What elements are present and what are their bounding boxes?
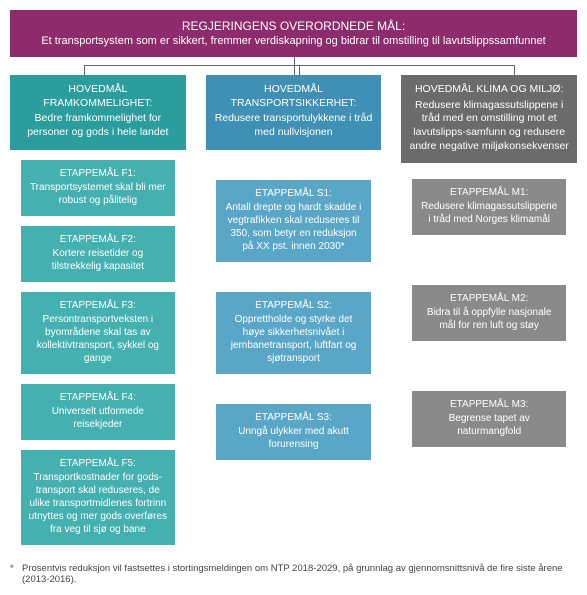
- footnote-text: Prosentvis reduksjon vil fastsettes i st…: [22, 563, 577, 585]
- main-goal-f-text: Bedre framkommelighet for personer og go…: [27, 112, 168, 138]
- etappe-s1-text: Antall drepte og hardt skadde i vegtrafi…: [226, 202, 362, 252]
- etappe-s1-title: ETAPPEMÅL S1:: [224, 187, 363, 200]
- etappe-f1: ETAPPEMÅL F1: Transportsystemet skal bli…: [21, 160, 176, 216]
- top-banner: REGJERINGENS OVERORDNEDE MÅL: Et transpo…: [10, 10, 577, 57]
- connector-mid: [299, 66, 300, 76]
- etappe-f5-title: ETAPPEMÅL F5:: [29, 457, 168, 470]
- etappe-f2-title: ETAPPEMÅL F2:: [29, 233, 168, 246]
- column-klima-miljo: HOVEDMÅL KLIMA OG MILJØ: Redusere klimag…: [401, 75, 577, 555]
- top-title: REGJERINGENS OVERORDNEDE MÅL:: [24, 18, 563, 34]
- etappe-s3-text: Unngå ulykker med akutt forurensing: [238, 426, 349, 450]
- etappe-f1-title: ETAPPEMÅL F1:: [29, 167, 168, 180]
- etappe-m2-title: ETAPPEMÅL M2:: [420, 292, 559, 305]
- footnote: * Prosentvis reduksjon vil fastsettes i …: [10, 563, 577, 585]
- connector-root: [294, 57, 295, 75]
- column-transportsikkerhet: HOVEDMÅL TRANSPORTSIKKERHET: Redusere tr…: [206, 75, 382, 555]
- main-goal-s-text: Redusere transportulykkene i tråd med nu…: [215, 112, 373, 138]
- main-goal-s-title: HOVEDMÅL TRANSPORTSIKKERHET:: [214, 83, 374, 110]
- etappe-m3: ETAPPEMÅL M3: Begrense tapet av naturman…: [412, 391, 567, 447]
- etappe-f1-text: Transportsystemet skal bli mer robust og…: [30, 182, 166, 206]
- etappe-s1: ETAPPEMÅL S1: Antall drepte og hardt ska…: [216, 180, 371, 262]
- etappe-f2: ETAPPEMÅL F2: Kortere reisetider og tils…: [21, 226, 176, 282]
- etappe-f4-title: ETAPPEMÅL F4:: [29, 391, 168, 404]
- main-goal-m: HOVEDMÅL KLIMA OG MILJØ: Redusere klimag…: [401, 75, 577, 163]
- etappe-m1: ETAPPEMÅL M1: Redusere klimagassutslippe…: [412, 179, 567, 235]
- etappe-f3: ETAPPEMÅL F3: Persontransportveksten i b…: [21, 292, 176, 374]
- etappe-m3-text: Begrense tapet av naturmangfold: [449, 413, 530, 437]
- footnote-marker: *: [10, 563, 22, 585]
- main-goal-f: HOVEDMÅL FRAMKOMMELIGHET: Bedre framkomm…: [10, 75, 186, 150]
- etappe-m1-title: ETAPPEMÅL M1:: [420, 186, 559, 199]
- etappe-m2-text: Bidra til å oppfylle nasjonale mål for r…: [427, 307, 552, 331]
- etappe-m1-text: Redusere klimagassutslippene i tråd med …: [421, 201, 557, 225]
- etappe-f4-text: Universelt utformede reisekjeder: [52, 406, 144, 430]
- etappe-s2-title: ETAPPEMÅL S2:: [224, 299, 363, 312]
- main-goal-m-title: HOVEDMÅL KLIMA OG MILJØ:: [409, 83, 569, 97]
- main-goal-s: HOVEDMÅL TRANSPORTSIKKERHET: Redusere tr…: [206, 75, 382, 150]
- etappe-s3: ETAPPEMÅL S3: Unngå ulykker med akutt fo…: [216, 404, 371, 460]
- etappe-m3-title: ETAPPEMÅL M3:: [420, 398, 559, 411]
- etappe-f5: ETAPPEMÅL F5: Transportkostnader for god…: [21, 450, 176, 545]
- etappe-f4: ETAPPEMÅL F4: Universelt utformede reise…: [21, 384, 176, 440]
- connector-horizontal: [84, 65, 515, 66]
- etappe-s2-text: Opprettholde og styrke det høye sikkerhe…: [231, 314, 357, 364]
- etappe-f3-title: ETAPPEMÅL F3:: [29, 299, 168, 312]
- main-goal-m-text: Redusere klimagassutslippene i tråd med …: [410, 99, 569, 152]
- top-text: Et transportsystem som er sikkert, fremm…: [41, 35, 545, 47]
- column-framkommelighet: HOVEDMÅL FRAMKOMMELIGHET: Bedre framkomm…: [10, 75, 186, 555]
- columns-wrap: HOVEDMÅL FRAMKOMMELIGHET: Bedre framkomm…: [10, 75, 577, 555]
- main-goal-f-title: HOVEDMÅL FRAMKOMMELIGHET:: [18, 83, 178, 110]
- etappe-f5-text: Transportkostnader for gods-transport sk…: [29, 472, 167, 535]
- etappe-f3-text: Persontransportveksten i byområdene skal…: [37, 314, 159, 364]
- etappe-s3-title: ETAPPEMÅL S3:: [224, 411, 363, 424]
- etappe-s2: ETAPPEMÅL S2: Opprettholde og styrke det…: [216, 292, 371, 374]
- etappe-m2: ETAPPEMÅL M2: Bidra til å oppfylle nasjo…: [412, 285, 567, 341]
- etappe-f2-text: Kortere reisetider og tilstrekkelig kapa…: [52, 248, 144, 272]
